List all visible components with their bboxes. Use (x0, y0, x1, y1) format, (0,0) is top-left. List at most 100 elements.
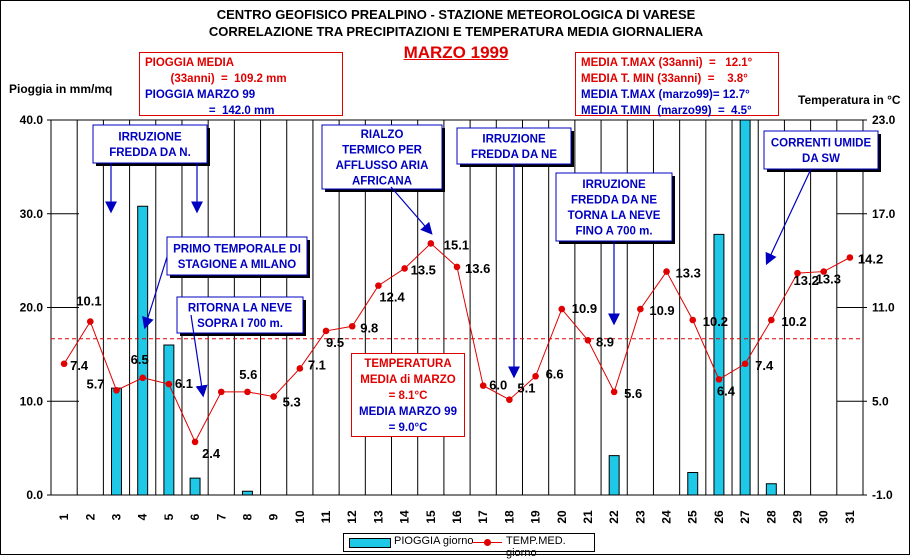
rain-summary-box: PIOGGIA MEDIA (33anni) = 109.2 mm PIOGGI… (139, 52, 343, 117)
right-tick-label: 23.0 (872, 113, 896, 127)
day-tick-label: 16 (450, 510, 464, 524)
day-tick-label: 14 (398, 510, 412, 524)
day-tick-label: 27 (738, 510, 752, 524)
temperature-data-label: 9.5 (326, 335, 344, 350)
monthly-mean-box: TEMPERATURA MEDIA di MARZO = 8.1°C MEDIA… (351, 353, 465, 437)
temperature-point (584, 337, 592, 344)
chart-subtitle: CORRELAZIONE TRA PRECIPITAZIONI E TEMPER… (208, 24, 704, 39)
day-tick-label: 8 (240, 513, 254, 520)
temperature-data-label: 5.1 (517, 381, 535, 396)
left-tick-label: 40.0 (20, 113, 44, 127)
temperature-point (139, 374, 146, 382)
temperature-data-label: 7.4 (755, 358, 774, 373)
annotation-text: RIALZO (361, 129, 404, 141)
temperature-data-label: 12.4 (379, 290, 405, 305)
monthly-mean-line: MEDIA MARZO 99 (359, 406, 457, 418)
temperature-summary-line: MEDIA T. MIN (33anni) = 3.8° (581, 73, 748, 85)
annotation-text: PRIMO TEMPORALE DI (173, 244, 301, 256)
annotation-box (166, 236, 308, 276)
temperature-summary-line: MEDIA T.MAX (marzo99)= 12.7° (581, 89, 750, 101)
day-tick-label: 21 (581, 510, 595, 524)
day-tick-label: 3 (109, 513, 123, 520)
day-tick-label: 15 (424, 510, 438, 524)
temperature-data-label: 13.3 (676, 266, 701, 281)
annotation-text: IRRUZIONE (482, 134, 546, 146)
rain-bar (713, 233, 725, 496)
rain-bar (189, 477, 201, 496)
temperature-point (113, 387, 120, 394)
day-tick-label: 23 (633, 510, 647, 524)
temperature-data-label: 5.6 (624, 386, 642, 401)
right-tick-label: 5.0 (872, 394, 889, 408)
month-title: MARZO 1999 (403, 43, 509, 62)
legend-rain-label: PIOGGIA giorno (394, 535, 474, 547)
monthly-mean-line: MEDIA di MARZO (360, 374, 456, 386)
day-tick-label: 6 (188, 513, 202, 520)
temperature-data-label: 5.6 (239, 367, 257, 382)
temperature-point (270, 393, 277, 400)
temperature-point (296, 365, 304, 372)
day-tick-label: 10 (293, 510, 307, 524)
annotation-text: FREDDA DA NE (571, 195, 657, 207)
temperature-point (479, 382, 487, 389)
temperature-point (348, 322, 356, 330)
day-tick-label: 29 (791, 510, 805, 524)
temperature-summary-box: MEDIA T.MAX (33anni) = 12.1° MEDIA T. MI… (575, 52, 779, 117)
annotation-box (555, 172, 673, 242)
temperature-data-label: 9.8 (360, 320, 378, 335)
temperature-point (375, 282, 382, 289)
annotation-text: FREDDA DA NE (471, 149, 557, 161)
temperature-data-label: 5.3 (283, 395, 301, 410)
temperature-point (244, 388, 251, 396)
temperature-point (86, 318, 94, 325)
annotation-box (92, 124, 208, 164)
annotation-text: AFFLUSSO ARIA (336, 160, 429, 172)
day-tick-label: 2 (83, 513, 97, 520)
annotation-text: FREDDA DA N. (109, 147, 191, 159)
temperature-point (191, 438, 199, 446)
temperature-data-label: 10.2 (781, 314, 806, 329)
day-tick-label: 24 (660, 510, 674, 524)
day-tick-label: 18 (502, 510, 516, 524)
annotation-box (321, 124, 443, 190)
temperature-point (165, 380, 173, 388)
temperature-point (532, 372, 539, 380)
annotation-text: CORRENTI UMIDE (771, 138, 872, 150)
rain-summary-line: (33anni) = 109.2 mm (145, 73, 287, 85)
annotation-box (456, 127, 572, 165)
temperature-point (322, 327, 330, 335)
day-tick-label: 9 (267, 513, 281, 520)
annotation-text: IRRUZIONE (118, 132, 182, 144)
rain-summary-line: PIOGGIA MARZO 99 (145, 89, 256, 101)
day-tick-label: 4 (136, 513, 150, 520)
temperature-data-label: 6.6 (546, 366, 564, 381)
temperature-point (558, 305, 566, 313)
temperature-data-label: 13.3 (816, 272, 841, 287)
temperature-data-label: 7.4 (70, 358, 89, 373)
day-tick-label: 30 (817, 510, 831, 524)
monthly-mean-line: = 9.0°C (388, 422, 428, 434)
chart-legend: PIOGGIA giorno TEMP.MED. giorno (343, 533, 595, 559)
rain-summary-line: = 142.0 mm (145, 105, 275, 117)
day-tick-label: 11 (319, 510, 333, 523)
annotation-text: DA SW (802, 153, 840, 165)
right-tick-label: 11.0 (872, 301, 895, 315)
temperature-data-label: 2.4 (202, 446, 221, 461)
temperature-data-label: 10.9 (649, 303, 674, 318)
temperature-point (820, 268, 828, 275)
temperature-data-label: 6.5 (131, 352, 149, 367)
day-tick-label: 25 (686, 510, 700, 524)
legend-temp-label: TEMP.MED. giorno (506, 535, 566, 559)
day-tick-label: 13 (371, 510, 385, 524)
right-tick-label: 17.0 (872, 207, 896, 221)
left-axis-label: Pioggia in mm/mq (9, 82, 113, 96)
temperature-data-label: 8.9 (596, 334, 614, 349)
temperature-point (794, 269, 801, 277)
annotation-arrow (142, 256, 168, 330)
temperature-point (846, 254, 854, 261)
legend-rain-swatch (349, 538, 391, 548)
day-tick-label: 7 (214, 513, 228, 520)
legend-temp-marker (484, 539, 491, 546)
temperature-data-label: 10.1 (76, 294, 101, 309)
annotation-box (763, 130, 879, 170)
